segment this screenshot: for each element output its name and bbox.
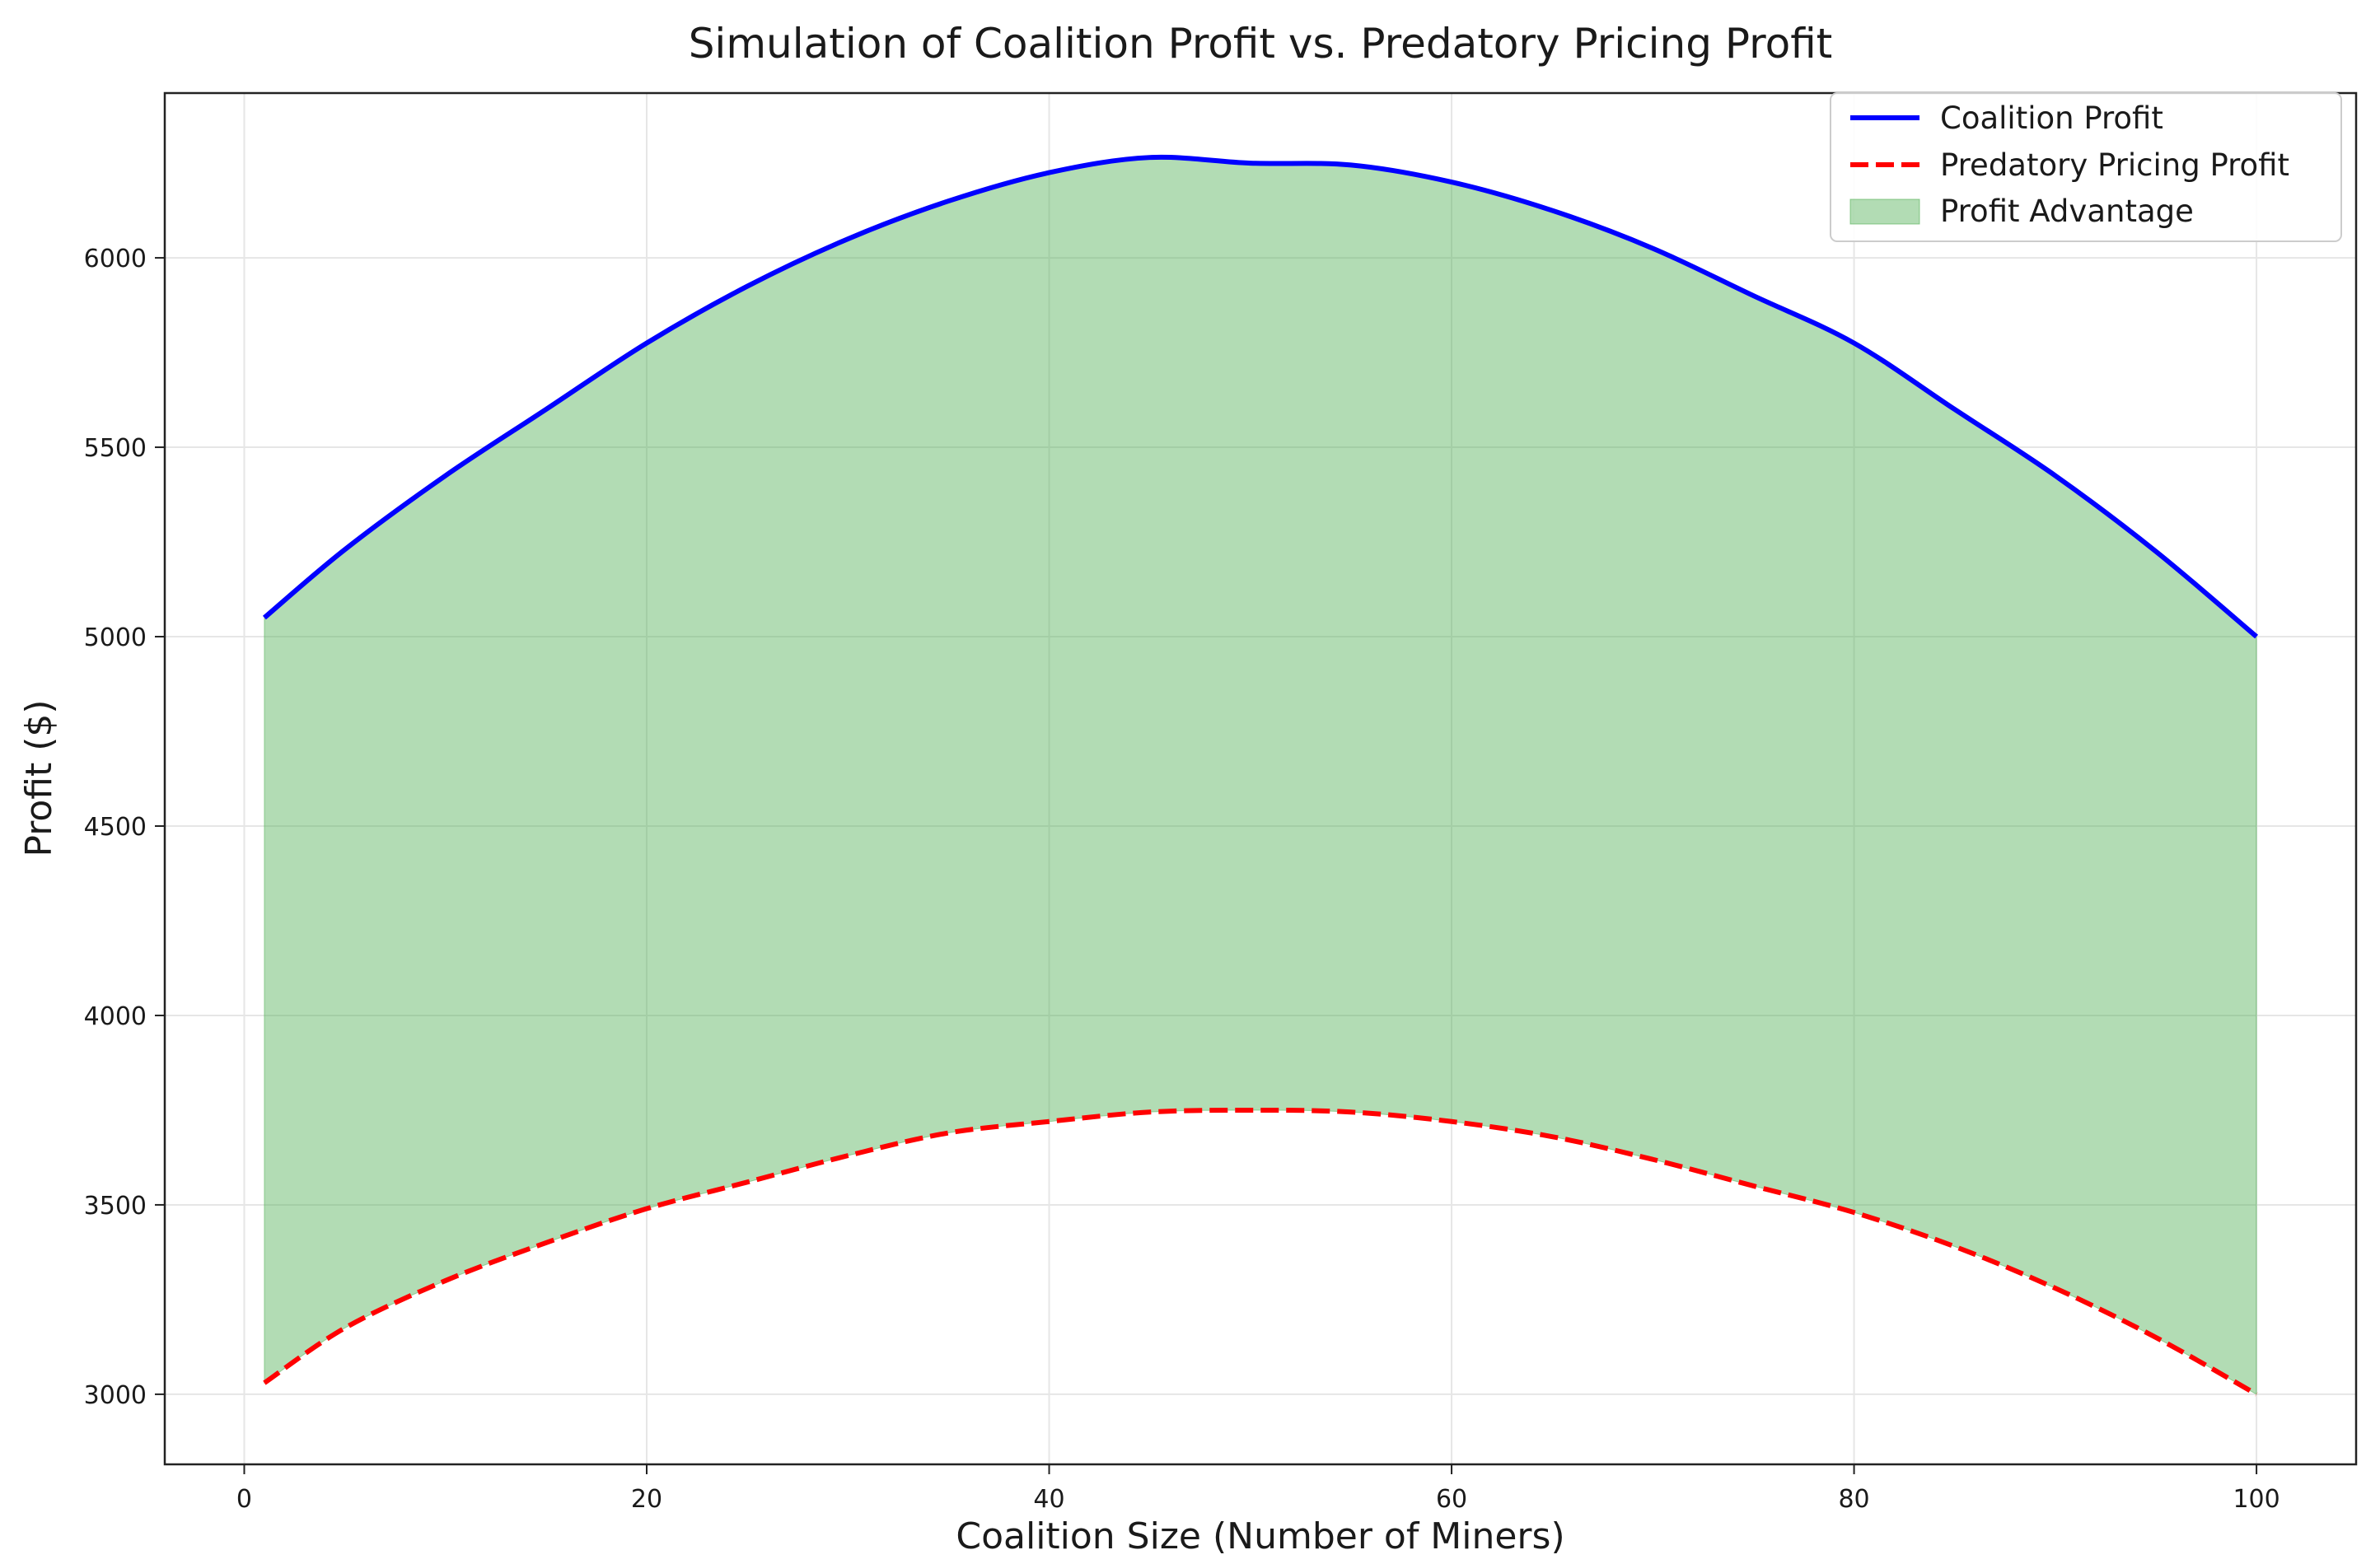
- x-axis-label: Coalition Size (Number of Miners): [956, 1515, 1564, 1557]
- x-tick-label-20: 20: [631, 1485, 662, 1514]
- legend: Coalition Profit Predatory Pricing Profi…: [1830, 92, 2342, 242]
- x-axis-ticks: 0 20 40 60 80 100: [236, 1464, 2280, 1514]
- legend-label-coalition-profit: Coalition Profit: [1940, 100, 2163, 136]
- legend-label-predatory-pricing-profit: Predatory Pricing Profit: [1940, 147, 2289, 183]
- plot-frame: [163, 91, 2358, 1466]
- x-tick-label-60: 60: [1436, 1485, 1467, 1514]
- y-tick-label-5500: 5500: [84, 434, 147, 463]
- y-tick-label-4500: 4500: [84, 813, 147, 842]
- legend-label-profit-advantage: Profit Advantage: [1940, 194, 2194, 229]
- series-line-coalition-profit: [262, 154, 2259, 639]
- y-tick-label-5000: 5000: [84, 623, 147, 652]
- y-axis-label: Profit ($): [18, 699, 60, 857]
- x-tick-label-80: 80: [1838, 1485, 1869, 1514]
- legend-box: [1830, 92, 2342, 242]
- y-axis-ticks: 3000 3500 4000 4500 5000 5500 6000: [84, 245, 165, 1410]
- x-tick-label-100: 100: [2233, 1485, 2279, 1514]
- fill-layer: [264, 156, 2257, 1395]
- series-line-predatory-pricing-profit: [263, 1107, 2258, 1397]
- fill-profit-advantage: [264, 156, 2257, 1395]
- x-tick-label-0: 0: [236, 1485, 252, 1514]
- legend-swatch-profit-advantage: [1849, 198, 1920, 225]
- y-tick-label-6000: 6000: [84, 245, 147, 273]
- chart-title: Simulation of Coalition Profit vs. Preda…: [689, 20, 1833, 68]
- y-tick-label-3000: 3000: [84, 1381, 147, 1410]
- series-layer: [262, 154, 2259, 1397]
- x-tick-label-40: 40: [1033, 1485, 1064, 1514]
- y-tick-label-4000: 4000: [84, 1002, 147, 1031]
- y-tick-label-3500: 3500: [84, 1192, 147, 1221]
